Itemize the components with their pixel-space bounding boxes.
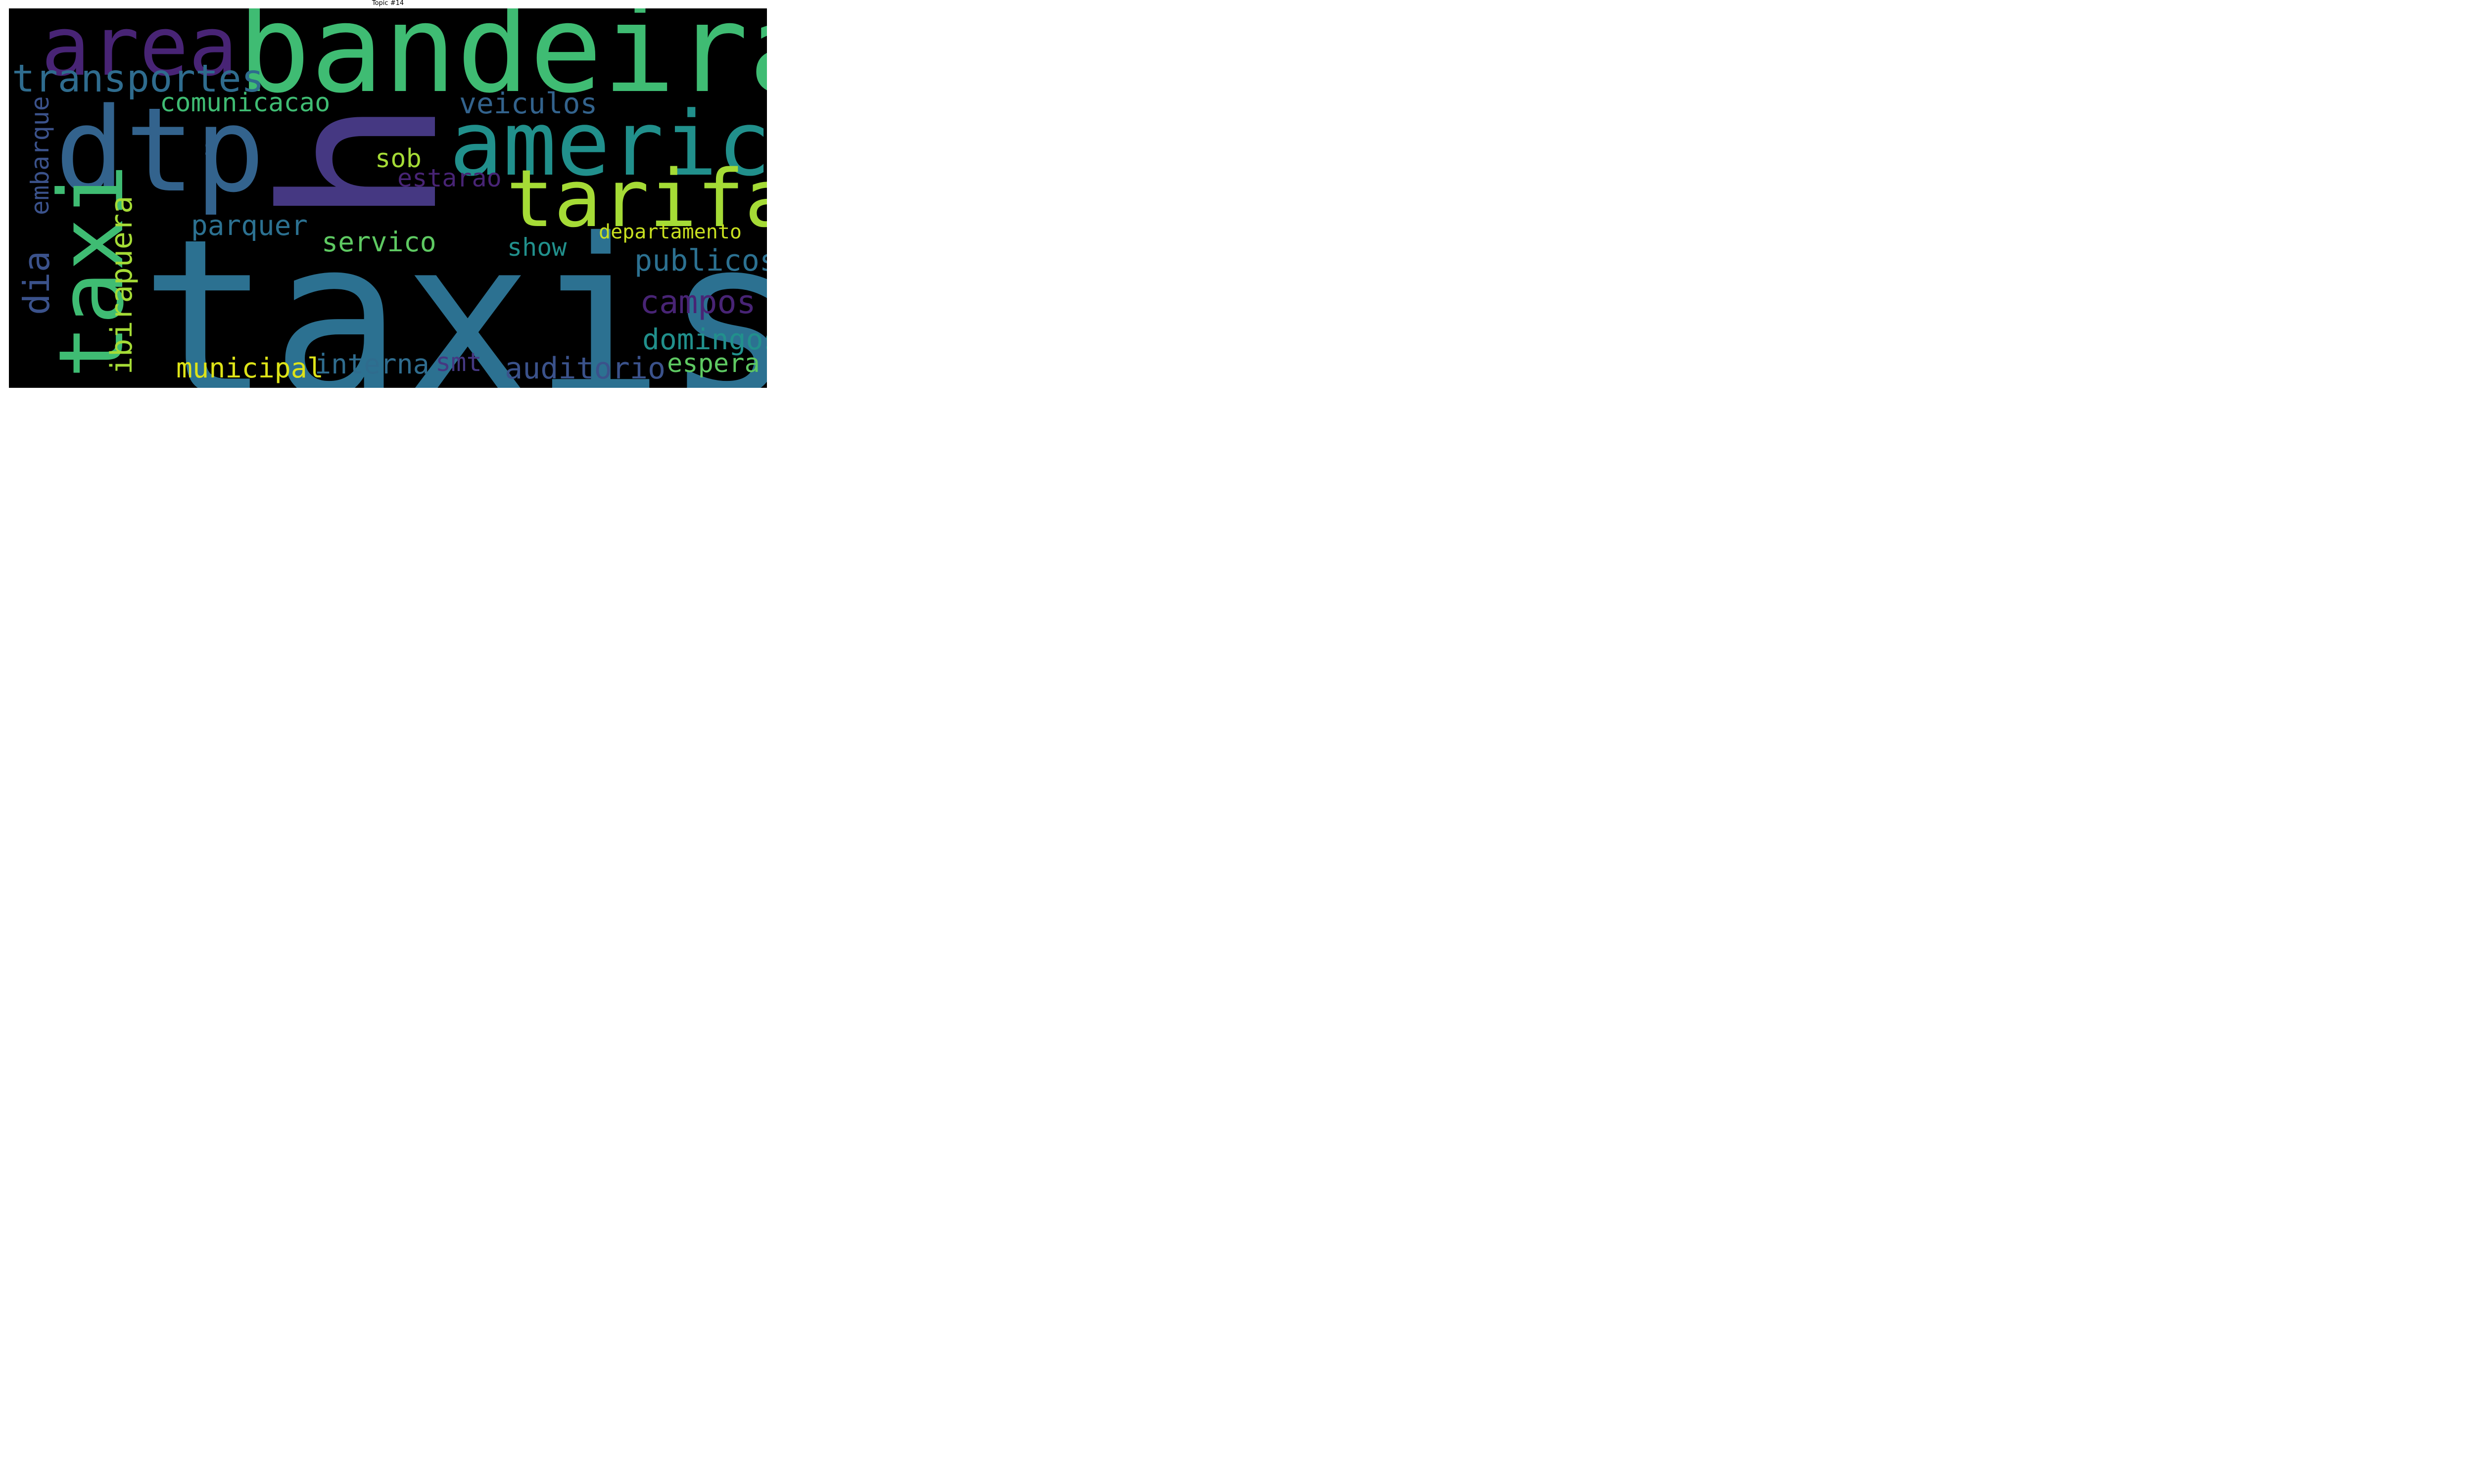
- word-estarao: estarao: [397, 164, 502, 192]
- word-publicos: publicos: [634, 243, 767, 278]
- word-departamento: departamento: [599, 221, 742, 243]
- word-dia: dia: [16, 250, 57, 315]
- word-ibirapuera: ibirapuera: [104, 195, 139, 374]
- word-municipal: municipal: [176, 352, 324, 384]
- word-show: show: [507, 233, 567, 262]
- word-bandeira: bandeira: [238, 8, 767, 120]
- word-domingos: domingos: [642, 323, 767, 356]
- word-tarifa: tarifa: [506, 152, 767, 245]
- word-taxis: taxis: [140, 192, 767, 388]
- word-s: s: [203, 133, 218, 161]
- word-area: area: [41, 8, 238, 94]
- word-sob: sob: [375, 144, 422, 174]
- word-auditorio: auditorio: [505, 351, 666, 386]
- word-interna: interna: [315, 348, 429, 380]
- word-veiculos: veiculos: [459, 87, 598, 120]
- word-servico: servico: [322, 226, 436, 258]
- word-americo: americo: [449, 93, 767, 196]
- word-parquer: parquer: [191, 210, 308, 242]
- word-comunicacao: comunicacao: [160, 88, 331, 118]
- word-smt: smt: [435, 348, 482, 377]
- word-espera: espera: [667, 349, 760, 378]
- word-cloud: taxis h bandeira dtp americo tarifa area…: [9, 8, 767, 388]
- chart-title: Topic #14: [372, 0, 404, 7]
- word-embarque: embarque: [26, 96, 54, 215]
- word-campos: campos: [640, 284, 756, 321]
- word-dtp: dtp: [55, 83, 265, 218]
- word-transportes: transportes: [12, 57, 264, 101]
